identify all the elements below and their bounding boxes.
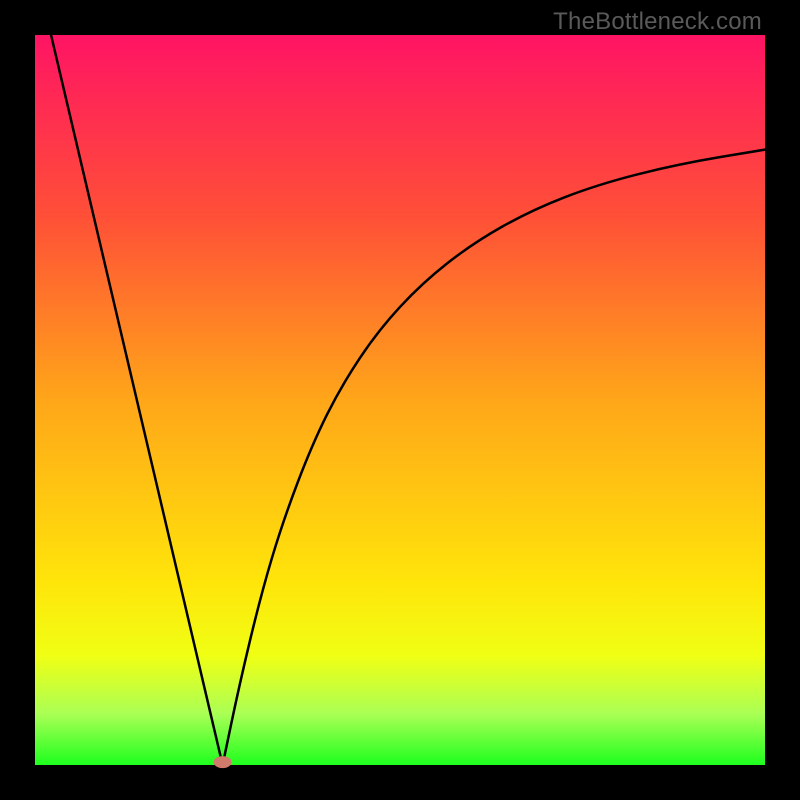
bottleneck-curve-svg	[0, 0, 800, 800]
minimum-marker	[214, 756, 232, 768]
bottleneck-curve	[51, 35, 765, 765]
